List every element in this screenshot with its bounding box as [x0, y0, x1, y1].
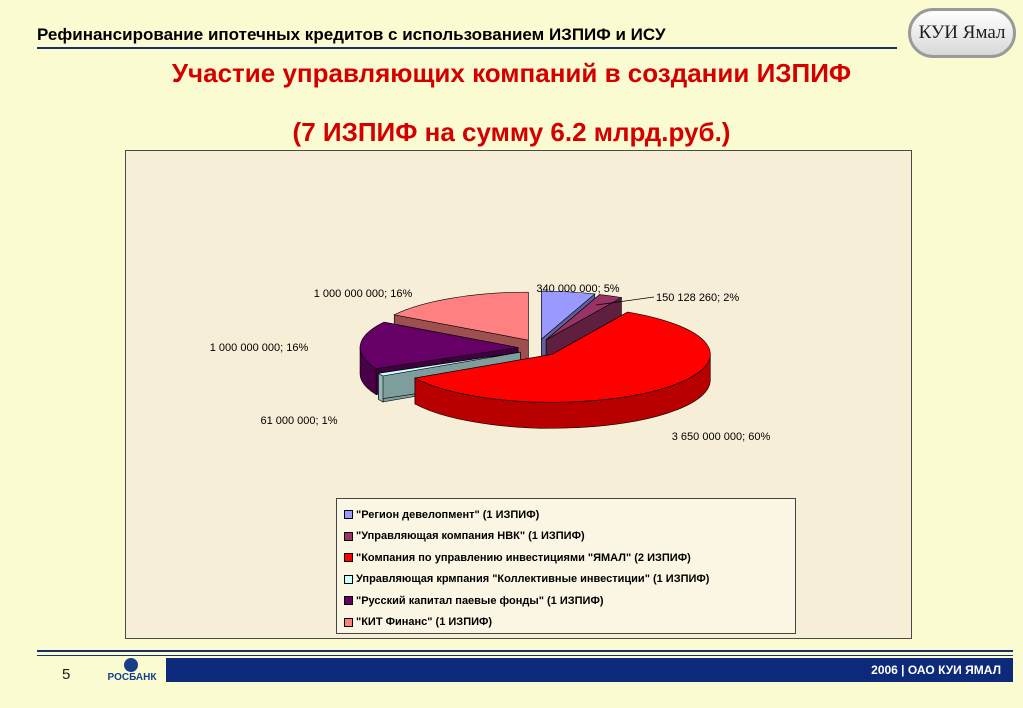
legend-label: "Регион девелопмент" (1 ИЗПИФ) — [356, 508, 540, 521]
rosbank-logo: РОСБАНК — [100, 658, 164, 684]
legend-item-3: "Компания по управлению инвестициями "ЯМ… — [344, 547, 795, 569]
footer-text: 2006 | ОАО КУИ ЯМАЛ — [871, 663, 1001, 677]
legend-swatch — [344, 596, 353, 606]
legend-label: "Управляющая компания НВК" (1 ИЗПИФ) — [356, 530, 585, 543]
data-label-2: 150 128 260; 2% — [656, 292, 739, 304]
legend-item-4: Управляющая крмпания "Коллективные инвес… — [344, 569, 795, 591]
legend-label: "Русский капитал паевые фонды" (1 ИЗПИФ) — [356, 594, 604, 607]
pie-chart: 340 000 000; 5% 150 128 260; 2% 3 650 000 … — [210, 283, 771, 443]
legend-label: Управляющая крмпания "Коллективные инвес… — [356, 573, 710, 586]
footer-divider-thin — [37, 655, 1013, 656]
legend-swatch — [344, 510, 353, 520]
legend-swatch — [344, 553, 353, 563]
chart-area: 340 000 000; 5% 150 128 260; 2% 3 650 000 … — [125, 150, 912, 639]
slide-subtitle: (7 ИЗПИФ на сумму 6.2 млрд.руб.) — [292, 117, 731, 147]
legend-item-5: "Русский капитал паевые фонды" (1 ИЗПИФ) — [344, 590, 795, 612]
data-label-6: 1 000 000 000; 16% — [314, 288, 413, 300]
footer-divider — [37, 650, 1013, 652]
header-title: Рефинансирование ипотечных кредитов с ис… — [37, 25, 666, 44]
data-label-4: 61 000 000; 1% — [260, 415, 337, 427]
legend-swatch — [344, 531, 353, 541]
legend-label: "Компания по управлению инвестициями "ЯМ… — [356, 551, 691, 564]
page-number: 5 — [62, 666, 71, 683]
data-label-3: 3 650 000 000; 60% — [672, 431, 771, 443]
legend-label: "КИТ Финанс" (1 ИЗПИФ) — [356, 616, 493, 629]
legend-item-6: "КИТ Финанс" (1 ИЗПИФ) — [344, 612, 795, 634]
kui-yamal-logo: КУИ Ямал — [908, 8, 1016, 58]
slide-title: Участие управляющих компаний в создании … — [171, 58, 852, 88]
rosbank-emblem-icon — [124, 658, 138, 672]
chart-legend: "Регион девелопмент" (1 ИЗПИФ) "Управляющ… — [336, 498, 796, 634]
legend-item-2: "Управляющая компания НВК" (1 ИЗПИФ) — [344, 526, 795, 548]
legend-swatch — [344, 617, 353, 627]
pie-slice-3 — [414, 311, 711, 429]
data-label-5: 1 000 000 000; 16% — [210, 342, 309, 354]
legend-item-1: "Регион девелопмент" (1 ИЗПИФ) — [344, 504, 795, 526]
legend-swatch — [344, 574, 353, 584]
footer-bar: 2006 | ОАО КУИ ЯМАЛ — [166, 658, 1013, 682]
rosbank-name: РОСБАНК — [107, 672, 157, 683]
logo-text: КУИ Ямал — [918, 22, 1006, 43]
data-label-1: 340 000 000; 5% — [536, 283, 619, 295]
leader-line — [595, 296, 655, 306]
header-divider — [37, 47, 897, 49]
